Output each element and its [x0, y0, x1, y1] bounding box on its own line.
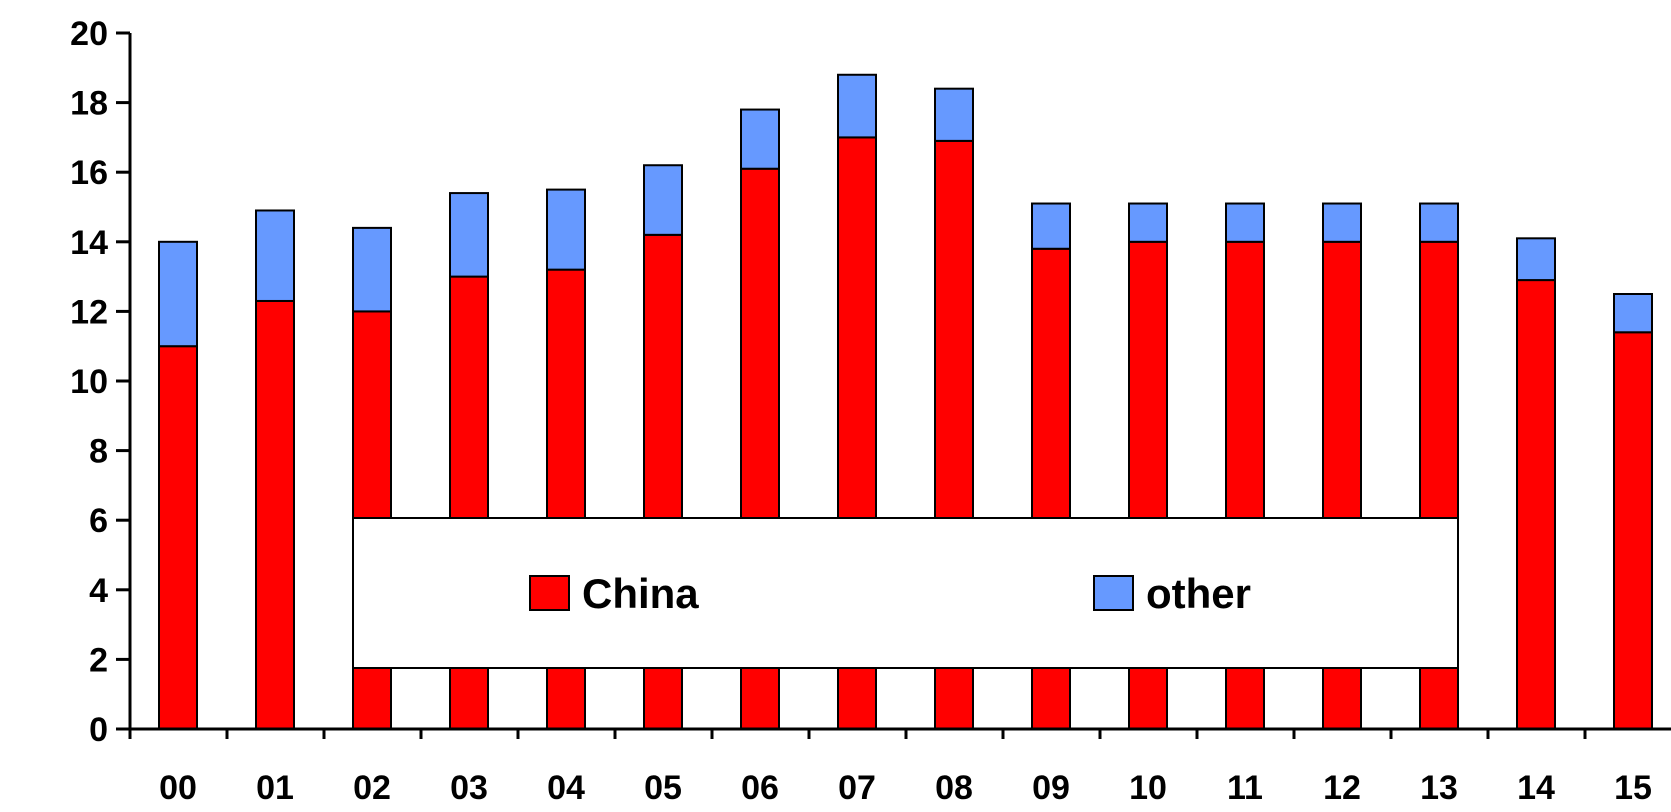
- x-tick-label: 07: [838, 769, 876, 807]
- x-tick-label: 03: [450, 769, 488, 807]
- x-tick-label: 04: [547, 769, 585, 807]
- bar-other-09: [1031, 202, 1071, 250]
- legend-swatch-china: [529, 575, 570, 611]
- bar-other-02: [352, 226, 392, 313]
- y-tick-label: 20: [70, 15, 108, 53]
- x-tick-label: 02: [353, 769, 391, 807]
- y-tick-label: 14: [70, 224, 108, 262]
- y-tick-label: 8: [89, 433, 108, 471]
- bar-other-12: [1322, 202, 1362, 243]
- legend-label-other: other: [1146, 570, 1251, 617]
- y-tick-label: 6: [89, 502, 108, 540]
- y-tick-label: 18: [70, 85, 108, 123]
- x-tick-label: 01: [256, 769, 294, 807]
- x-tick-label: 09: [1032, 769, 1070, 807]
- x-tick-label: 13: [1420, 769, 1458, 807]
- bar-other-15: [1613, 293, 1653, 334]
- y-tick-label: 4: [89, 572, 108, 610]
- bar-china-01: [255, 299, 295, 730]
- y-tick-label: 10: [70, 363, 108, 401]
- legend-box: [352, 517, 1459, 669]
- legend-swatch-other: [1093, 575, 1134, 611]
- bar-china-15: [1613, 331, 1653, 730]
- y-tick-label: 12: [70, 293, 108, 331]
- legend: China other: [352, 517, 1459, 669]
- x-tick-label: 10: [1129, 769, 1167, 807]
- y-axis-ticks: 0 2 4 6 8 10 12 14 16 18 20: [70, 15, 130, 749]
- x-tick-label: 05: [644, 769, 682, 807]
- bar-other-00: [158, 240, 198, 348]
- x-tick-label: 14: [1517, 769, 1555, 807]
- bar-other-03: [449, 192, 489, 278]
- x-tick-label: 00: [159, 769, 197, 807]
- bar-other-13: [1419, 202, 1459, 243]
- bar-other-04: [546, 188, 586, 271]
- x-tick-label: 08: [935, 769, 973, 807]
- bar-other-14: [1516, 237, 1556, 282]
- bar-other-07: [837, 73, 877, 139]
- bar-other-05: [643, 164, 683, 236]
- y-tick-label: 2: [89, 641, 108, 679]
- bar-other-10: [1128, 202, 1168, 243]
- y-tick-label: 16: [70, 154, 108, 192]
- x-tick-label: 11: [1227, 769, 1263, 807]
- x-tick-label: 15: [1614, 769, 1652, 807]
- bar-other-01: [255, 209, 295, 302]
- x-tick-label: 12: [1323, 769, 1361, 807]
- bar-other-06: [740, 108, 780, 170]
- bar-china-00: [158, 345, 198, 730]
- legend-label-china: China: [582, 570, 699, 617]
- bar-other-11: [1225, 202, 1265, 243]
- bar-china-14: [1516, 279, 1556, 730]
- x-tick-label: 06: [741, 769, 779, 807]
- y-tick-label: 0: [89, 711, 108, 749]
- bar-other-08: [934, 87, 974, 142]
- x-axis-ticks: 00 01 02 03 04 05 06 07 08 09 10 11 12 13 14 15: [128, 729, 1652, 807]
